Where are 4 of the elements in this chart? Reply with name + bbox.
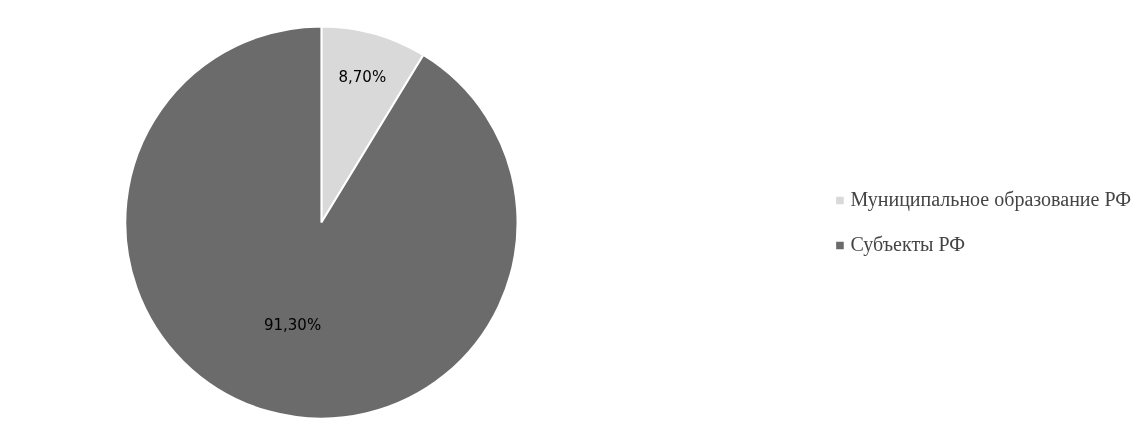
data-label: 8,70% <box>338 67 387 86</box>
data-label: 91,30% <box>263 316 322 335</box>
legend-label: Субъекты РФ <box>850 233 966 256</box>
legend-label: Муниципальное образование РФ <box>850 188 1131 211</box>
